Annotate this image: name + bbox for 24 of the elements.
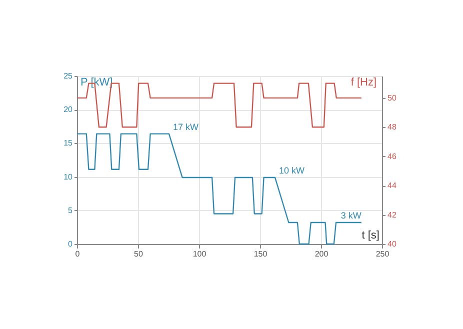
y2-tick-label: 50 <box>388 93 397 102</box>
x-tick-label: 100 <box>192 250 207 258</box>
y-tick-label: 15 <box>64 138 74 148</box>
line-series <box>76 133 362 245</box>
x-tick-label: 150 <box>254 250 268 258</box>
x-tick-label: 50 <box>134 250 144 258</box>
y2-axis-title: f [Hz] <box>350 76 376 88</box>
y2-tick-label: 46 <box>388 152 397 161</box>
x-tick-label: 200 <box>314 250 329 258</box>
annotation: 3 kW <box>340 210 362 220</box>
y2-tick-label: 40 <box>388 240 397 248</box>
x-axis-title: t [s] <box>362 230 380 242</box>
y2-tick-label: 42 <box>388 210 397 220</box>
y-tick-label: 20 <box>64 105 74 114</box>
y-tick-label: 5 <box>68 206 74 215</box>
y2-tick-label: 48 <box>388 122 397 132</box>
x-tick-label: 250 <box>376 250 390 258</box>
annotation: 17 kW <box>172 122 199 132</box>
y-tick-label: 0 <box>68 240 74 248</box>
annotation: 10 kW <box>279 165 306 176</box>
y2-tick-label: 44 <box>388 181 397 190</box>
y-tick-label: 25 <box>64 72 74 80</box>
x-tick-label: 0 <box>75 250 80 258</box>
y-tick-label: 10 <box>64 172 74 182</box>
